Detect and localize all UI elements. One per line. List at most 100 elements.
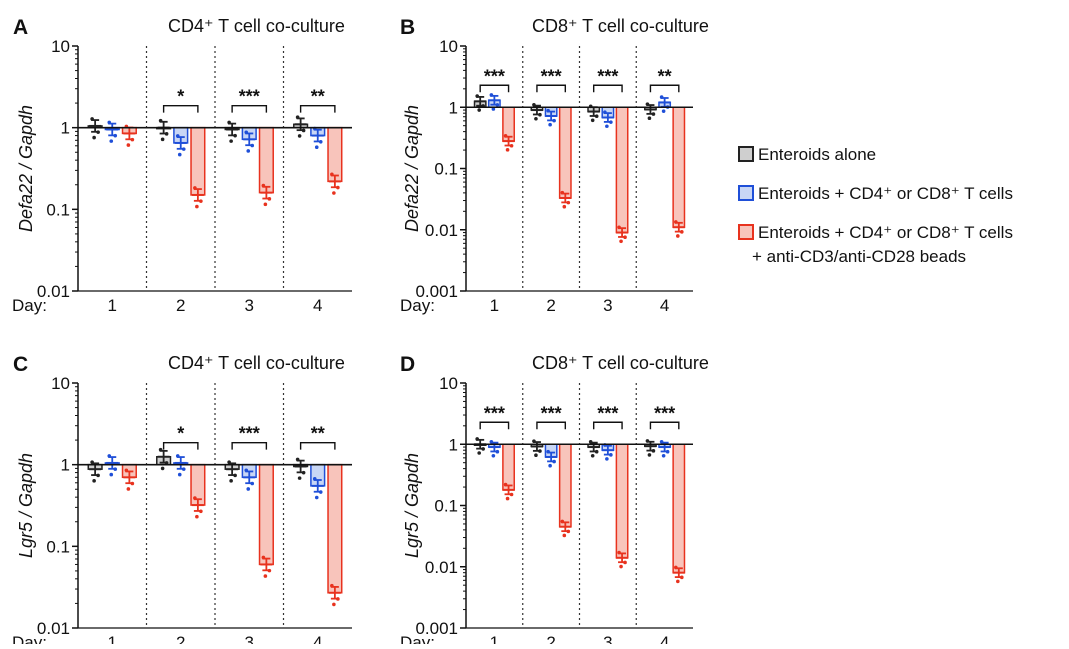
legend-item-enteroids-alone: Enteroids alone — [738, 145, 876, 164]
data-point — [647, 453, 652, 457]
data-point — [160, 466, 165, 471]
data-point — [590, 453, 595, 458]
data-point — [297, 476, 302, 480]
x-tick-label: 1 — [490, 633, 499, 644]
y-tick-label: 0.01 — [37, 619, 70, 638]
legend-swatch-red — [738, 224, 754, 240]
data-point — [674, 220, 678, 224]
data-point — [609, 453, 613, 457]
panel-letter: C — [13, 353, 28, 376]
data-point — [229, 479, 233, 483]
data-point — [246, 487, 251, 491]
data-point — [489, 93, 494, 97]
data-point — [175, 134, 180, 138]
data-point — [109, 139, 114, 143]
y-axis-label: Lgr5 / Gapdh — [402, 453, 422, 558]
legend-swatch-black — [738, 146, 754, 162]
data-point — [588, 439, 593, 444]
y-axis-label: Defa22 / Gapdh — [16, 105, 36, 232]
significance-label: ** — [311, 424, 325, 444]
data-point — [609, 120, 613, 124]
data-point — [126, 487, 131, 491]
data-point — [676, 234, 680, 238]
data-point — [623, 235, 627, 239]
data-point — [227, 460, 231, 464]
data-point — [566, 529, 571, 534]
significance-label: *** — [541, 66, 562, 86]
significance-label: ** — [658, 66, 672, 86]
bar — [615, 106, 629, 234]
data-point — [489, 439, 494, 444]
significance-label: *** — [597, 66, 618, 86]
x-tick-label: 2 — [546, 633, 555, 644]
panel-title: CD4⁺ T cell co-culture — [168, 16, 345, 36]
panels: A CD4⁺ T cell co-culture Defa22 / Gapdh 0.0… — [12, 16, 709, 649]
data-point — [566, 200, 571, 205]
data-point — [130, 137, 135, 142]
y-tick-label: 0.01 — [37, 282, 70, 301]
x-tick-label: 4 — [660, 633, 669, 644]
y-tick-label: 10 — [51, 374, 70, 393]
data-point — [330, 583, 334, 588]
data-point — [107, 120, 112, 125]
legend-label-enteroids-alone: Enteroids alone — [758, 145, 876, 164]
data-point — [562, 533, 567, 538]
panel-c: C CD4⁺ T cell co-culture Lgr5 / Gapdh 0.01 0… — [12, 353, 352, 649]
y-axis-label: Defa22 / Gapdh — [402, 105, 422, 232]
x-tick-label: 4 — [313, 296, 322, 315]
data-point — [124, 468, 129, 473]
legend-item-enteroids-tcells: Enteroids + CD4⁺ or CD8⁺ T cells — [738, 184, 1013, 203]
data-point — [603, 110, 607, 115]
panel-letter: D — [400, 353, 415, 376]
data-point — [90, 460, 94, 464]
data-point — [562, 204, 567, 209]
significance-label: *** — [239, 87, 260, 107]
data-point — [92, 135, 96, 140]
data-point — [674, 565, 678, 570]
data-point — [495, 103, 500, 107]
data-point — [107, 454, 112, 458]
panel-title: CD8⁺ T cell co-culture — [532, 353, 709, 373]
legend-label-enteroids-tcells: Enteroids + CD4⁺ or CD8⁺ T cells — [758, 184, 1013, 203]
x-tick-label: 2 — [546, 296, 555, 315]
data-point — [651, 449, 656, 453]
significance-bracket — [479, 421, 510, 430]
panel-title: CD4⁺ T cell co-culture — [168, 353, 345, 373]
x-tick-label: 3 — [603, 296, 612, 315]
significance-bracket — [536, 421, 567, 430]
data-point — [267, 197, 272, 201]
data-point — [193, 186, 197, 190]
y-tick-label: 1 — [61, 119, 70, 138]
data-point — [623, 560, 627, 565]
data-point — [130, 481, 135, 486]
data-point — [548, 122, 552, 127]
panel-letter: A — [13, 16, 28, 39]
data-point — [659, 439, 664, 444]
data-point — [250, 143, 255, 148]
data-point — [126, 143, 131, 147]
significance-label: ** — [311, 87, 325, 107]
data-point — [505, 148, 510, 152]
data-point — [651, 112, 656, 116]
data-point — [546, 108, 550, 113]
data-point — [261, 555, 266, 560]
day-label: Day: — [12, 633, 47, 644]
y-tick-label: 10 — [51, 37, 70, 56]
data-point — [244, 468, 249, 473]
y-tick-label: 0.001 — [415, 282, 458, 301]
data-point — [509, 143, 514, 148]
data-point — [164, 132, 169, 136]
y-tick-label: 0.1 — [46, 200, 70, 219]
data-point — [560, 519, 565, 524]
data-point — [475, 94, 479, 98]
data-point — [336, 185, 340, 190]
bar — [615, 443, 629, 559]
y-axis-label: Lgr5 / Gapdh — [16, 453, 36, 558]
data-point — [503, 482, 508, 487]
data-point — [109, 472, 114, 477]
significance-bracket — [649, 84, 680, 93]
significance-bracket — [299, 104, 336, 113]
significance-bracket — [231, 441, 268, 450]
data-point — [617, 550, 621, 555]
significance-bracket — [231, 104, 268, 113]
